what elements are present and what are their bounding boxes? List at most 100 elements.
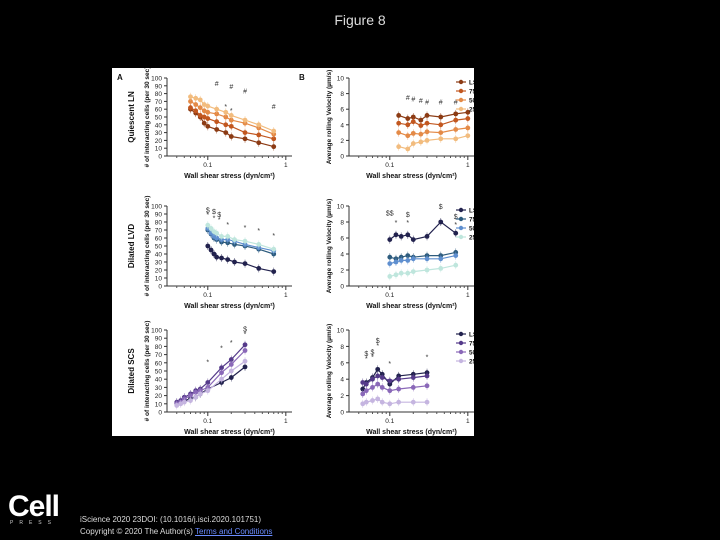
significance-marker: * [376,343,379,350]
significance-marker: * [365,356,368,363]
data-point [242,117,248,123]
citation-text: iScience 2020 23DOI: (10.1016/j.isci.202… [80,515,262,524]
legend-label: 75% LS174T + 25% THP-1 (3:1) [469,341,474,348]
data-point [242,261,248,266]
x-tick-label: 0.1 [203,292,212,299]
data-point [405,253,411,258]
data-point [174,403,180,408]
significance-marker: # [425,100,429,107]
significance-marker: $ [243,327,247,334]
data-point [219,255,224,261]
data-point [418,123,424,128]
data-point [223,122,229,128]
significance-marker: * [226,222,229,229]
data-point [379,375,385,380]
data-point [242,358,248,364]
data-point [205,116,211,121]
y-axis-label: Average rolling Velocity (µm/s) [326,324,333,419]
data-point [197,105,203,111]
data-point [396,120,402,126]
legend-label: 50% LS174T 50% THP-1 (1:1) [469,98,474,105]
y-tick-label: 30 [155,385,163,392]
y-tick-label: 40 [155,252,163,259]
significance-marker: * [230,340,233,347]
data-point [438,219,444,225]
data-point [396,386,402,392]
data-point [193,389,199,395]
panel-letter: B [299,73,305,82]
y-tick-label: 90 [155,336,163,343]
data-point [205,109,211,115]
data-point [193,394,199,400]
data-point [379,399,385,405]
data-point [242,364,248,370]
y-tick-label: 70 [155,228,163,235]
data-point [387,388,393,394]
legend-label: LS174T cells only [469,208,474,215]
x-tick-label: 1 [466,292,470,299]
significance-marker: * [426,355,429,362]
y-tick-label: 80 [155,220,163,227]
data-point [387,254,393,260]
y-tick-label: 50 [155,369,163,376]
significance-marker: * [206,212,209,219]
data-point [242,238,248,244]
data-point [228,375,234,380]
data-point [438,136,444,142]
data-point [214,106,220,112]
legend-swatch-dot [458,216,464,222]
data-point [424,256,430,262]
data-point [418,117,424,123]
data-point [393,259,399,265]
legend-label: 50% LS174T 50% THP-1 (1:1) [469,226,474,233]
y-tick-label: 10 [155,146,163,153]
data-point [387,261,393,266]
y-tick-label: 6 [340,360,344,367]
y-tick-label: 0 [158,284,162,291]
y-tick-label: 10 [155,276,163,283]
significance-marker: * [244,332,247,339]
legend-swatch-dot [458,106,464,112]
significance-marker: * [272,233,275,240]
data-point [438,256,444,262]
chart-panel-6: 0 2 4 6 8 10 0.1 1 Wall shear stress (dyn/cm²) Av… [326,324,474,436]
data-point [405,116,411,121]
data-point [410,130,416,136]
terms-link[interactable]: Terms and Conditions [195,527,273,536]
data-point [393,232,399,238]
legend-swatch-dot [458,97,464,103]
significance-marker: $ [406,212,410,219]
data-point [375,396,381,402]
data-point [271,128,277,134]
copyright-text: Copyright © 2020 The Author(s) [80,527,193,536]
legend-swatch-dot [458,225,464,231]
significance-marker: $ [206,207,210,214]
data-point [242,136,248,142]
data-point [418,139,424,145]
data-point [405,122,411,128]
x-axis-label: Wall shear stress (dyn/cm²) [366,429,457,436]
legend-swatch-dot [458,79,464,85]
data-point [205,388,211,394]
legend-swatch-dot [458,207,464,213]
data-point [410,119,416,125]
data-point [375,381,381,387]
data-point [193,95,199,101]
significance-marker: # [419,98,423,105]
data-point [453,253,459,258]
data-point [370,398,375,403]
data-point [465,109,471,115]
data-point [271,246,277,252]
y-tick-label: 70 [155,99,163,106]
data-point [208,247,214,253]
data-point [396,399,402,405]
x-tick-label: 1 [284,418,288,425]
x-axis-label: Wall shear stress (dyn/cm²) [366,303,457,310]
data-point [188,94,193,100]
data-point [193,108,199,114]
significance-marker: $ [212,209,216,216]
copyright-line: Copyright © 2020 The Author(s) Terms and… [80,526,272,538]
data-point [214,119,220,125]
logo-subtitle: PRESS [10,520,57,526]
